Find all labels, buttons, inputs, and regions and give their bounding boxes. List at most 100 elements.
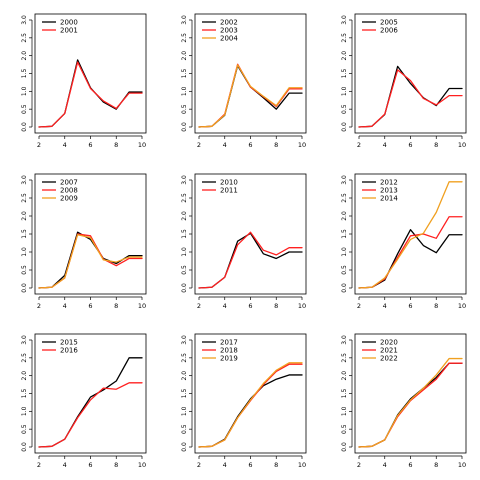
y-tick-label: 2.0 (21, 371, 28, 381)
x-tick-label: 8 (434, 141, 438, 149)
y-tick-label: 0.5 (181, 424, 188, 434)
y-tick-label: 0.5 (21, 424, 28, 434)
y-tick-label: 3.0 (21, 335, 28, 345)
series-line-2021 (358, 362, 463, 448)
y-tick-label: 1.0 (21, 406, 28, 416)
y-tick-label: 3.0 (341, 175, 348, 185)
x-tick-label: 6 (248, 461, 252, 469)
y-tick-label: 3.0 (341, 15, 348, 25)
y-tick-label: 1.5 (181, 69, 188, 79)
series-line-2013 (358, 216, 463, 289)
x-tick-label: 8 (434, 461, 438, 469)
x-tick-label: 4 (383, 302, 387, 310)
y-tick-label: 3.0 (181, 335, 188, 345)
series-line-2018 (198, 363, 303, 448)
x-tick-label: 10 (138, 461, 146, 469)
legend-label-2007: 2007 (60, 178, 78, 186)
legend-label-2003: 2003 (220, 26, 238, 34)
x-tick-label: 10 (458, 461, 466, 469)
series-line-2016 (38, 382, 143, 448)
x-tick-label: 6 (248, 141, 252, 149)
legend-label-2010: 2010 (220, 178, 238, 186)
y-tick-label: 1.0 (181, 247, 188, 257)
y-tick-label: 0.5 (21, 265, 28, 275)
x-tick-label: 8 (274, 461, 278, 469)
plot-frame (354, 333, 467, 454)
legend-label-2004: 2004 (220, 34, 238, 42)
y-tick-label: 1.5 (21, 389, 28, 399)
series-line-2009 (38, 234, 143, 289)
y-tick-label: 1.0 (181, 86, 188, 96)
x-tick-label: 2 (37, 461, 41, 469)
legend-label-2020: 2020 (380, 338, 398, 346)
x-tick-label: 2 (357, 141, 361, 149)
legend-label-2001: 2001 (60, 26, 78, 34)
y-tick-label: 1.5 (181, 229, 188, 239)
y-tick-label: 0.5 (341, 265, 348, 275)
series-line-2008 (38, 233, 143, 289)
y-tick-label: 3.0 (181, 175, 188, 185)
y-tick-label: 0.0 (21, 122, 28, 132)
y-tick-label: 3.0 (21, 15, 28, 25)
y-tick-label: 3.0 (21, 175, 28, 185)
legend-label-2022: 2022 (380, 354, 398, 362)
y-tick-label: 0.0 (181, 442, 188, 452)
y-tick-label: 1.5 (341, 229, 348, 239)
x-tick-label: 4 (63, 302, 67, 310)
y-tick-label: 1.0 (21, 247, 28, 257)
y-tick-label: 2.5 (181, 33, 188, 43)
y-tick-label: 2.0 (21, 51, 28, 61)
y-tick-label: 2.5 (21, 353, 28, 363)
y-tick-label: 0.0 (341, 283, 348, 293)
x-tick-label: 10 (298, 302, 306, 310)
x-tick-label: 4 (63, 461, 67, 469)
series-line-2000 (38, 59, 143, 128)
x-tick-label: 6 (88, 141, 92, 149)
y-tick-label: 0.5 (181, 265, 188, 275)
y-tick-label: 2.5 (341, 193, 348, 203)
y-tick-label: 0.0 (181, 122, 188, 132)
y-tick-label: 2.0 (21, 211, 28, 221)
x-tick-label: 2 (37, 141, 41, 149)
x-tick-label: 4 (383, 461, 387, 469)
series-line-2014 (358, 181, 463, 289)
series-line-2001 (38, 61, 143, 128)
legend-label-2015: 2015 (60, 338, 78, 346)
y-tick-label: 0.0 (181, 283, 188, 293)
series-line-2012 (358, 229, 463, 289)
x-tick-label: 2 (197, 461, 201, 469)
x-tick-label: 10 (298, 461, 306, 469)
x-tick-label: 10 (458, 141, 466, 149)
legend-label-2013: 2013 (380, 186, 398, 194)
y-tick-label: 1.5 (341, 389, 348, 399)
x-tick-label: 4 (383, 141, 387, 149)
series-line-2011 (198, 231, 303, 289)
series-line-2020 (358, 362, 463, 448)
y-tick-label: 2.0 (181, 211, 188, 221)
legend-label-2008: 2008 (60, 186, 78, 194)
legend-label-2009: 2009 (60, 194, 78, 202)
x-tick-label: 8 (434, 302, 438, 310)
x-tick-label: 6 (408, 141, 412, 149)
legend-label-2005: 2005 (380, 18, 398, 26)
y-tick-label: 2.0 (181, 51, 188, 61)
x-tick-label: 10 (138, 302, 146, 310)
y-tick-label: 0.0 (21, 442, 28, 452)
x-tick-label: 4 (63, 141, 67, 149)
x-tick-label: 4 (223, 141, 227, 149)
y-tick-label: 0.0 (341, 122, 348, 132)
x-tick-label: 8 (114, 461, 118, 469)
series-line-2006 (358, 69, 463, 128)
plot-frame (34, 173, 147, 295)
plot-frame (354, 173, 467, 295)
x-tick-label: 8 (114, 141, 118, 149)
series-line-2022 (358, 357, 463, 448)
